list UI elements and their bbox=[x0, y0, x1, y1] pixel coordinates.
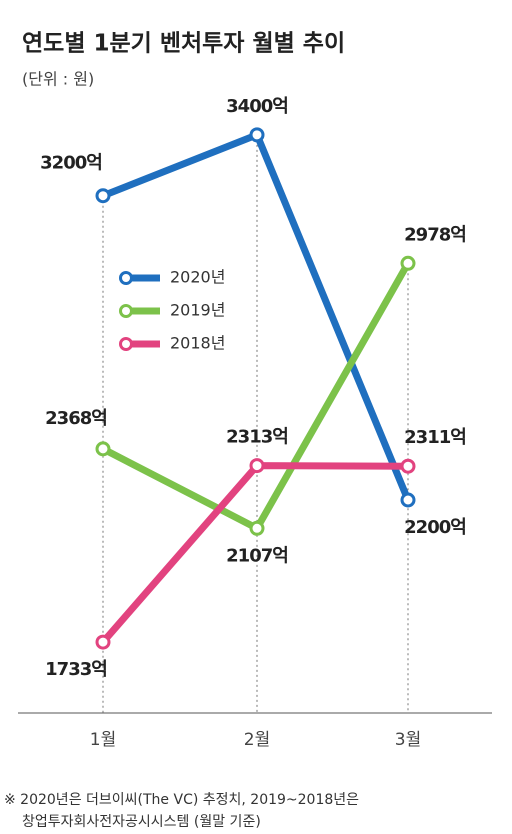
chart-subtitle: (단위 : 원) bbox=[22, 70, 94, 89]
point bbox=[95, 634, 111, 650]
value-label: 3200억 bbox=[40, 153, 102, 174]
footnote: 창업투자회사전자공시시스템 (월말 기준) bbox=[22, 814, 261, 830]
x-tick-label: 3월 bbox=[395, 730, 421, 750]
value-label: 2978억 bbox=[404, 224, 466, 245]
value-label: 2107억 bbox=[226, 545, 288, 566]
legend-marker bbox=[119, 304, 133, 318]
legend-label: 2019년 bbox=[170, 301, 225, 320]
value-label: 2313억 bbox=[226, 427, 288, 448]
value-label: 2368억 bbox=[45, 408, 107, 429]
point bbox=[400, 458, 416, 474]
x-tick-label: 1월 bbox=[90, 730, 116, 750]
footnote: ※ 2020년은 더브이씨(The VC) 추정치, 2019~2018년은 bbox=[4, 792, 359, 808]
legend-label: 2018년 bbox=[170, 334, 225, 353]
point bbox=[400, 255, 416, 271]
point bbox=[95, 441, 111, 457]
chart-title: 연도별 1분기 벤처투자 월별 추이 bbox=[22, 31, 345, 57]
legend-marker bbox=[119, 337, 133, 351]
point bbox=[95, 188, 111, 204]
legend-marker bbox=[119, 271, 133, 285]
value-label: 2200억 bbox=[404, 517, 466, 538]
value-label: 1733억 bbox=[45, 659, 107, 680]
point bbox=[249, 127, 265, 143]
point bbox=[249, 520, 265, 536]
point bbox=[249, 458, 265, 474]
legend-label: 2020년 bbox=[170, 268, 225, 287]
x-tick-label: 2월 bbox=[244, 730, 270, 750]
value-label: 2311억 bbox=[404, 427, 466, 448]
value-label: 3400억 bbox=[226, 96, 288, 117]
point bbox=[400, 492, 416, 508]
